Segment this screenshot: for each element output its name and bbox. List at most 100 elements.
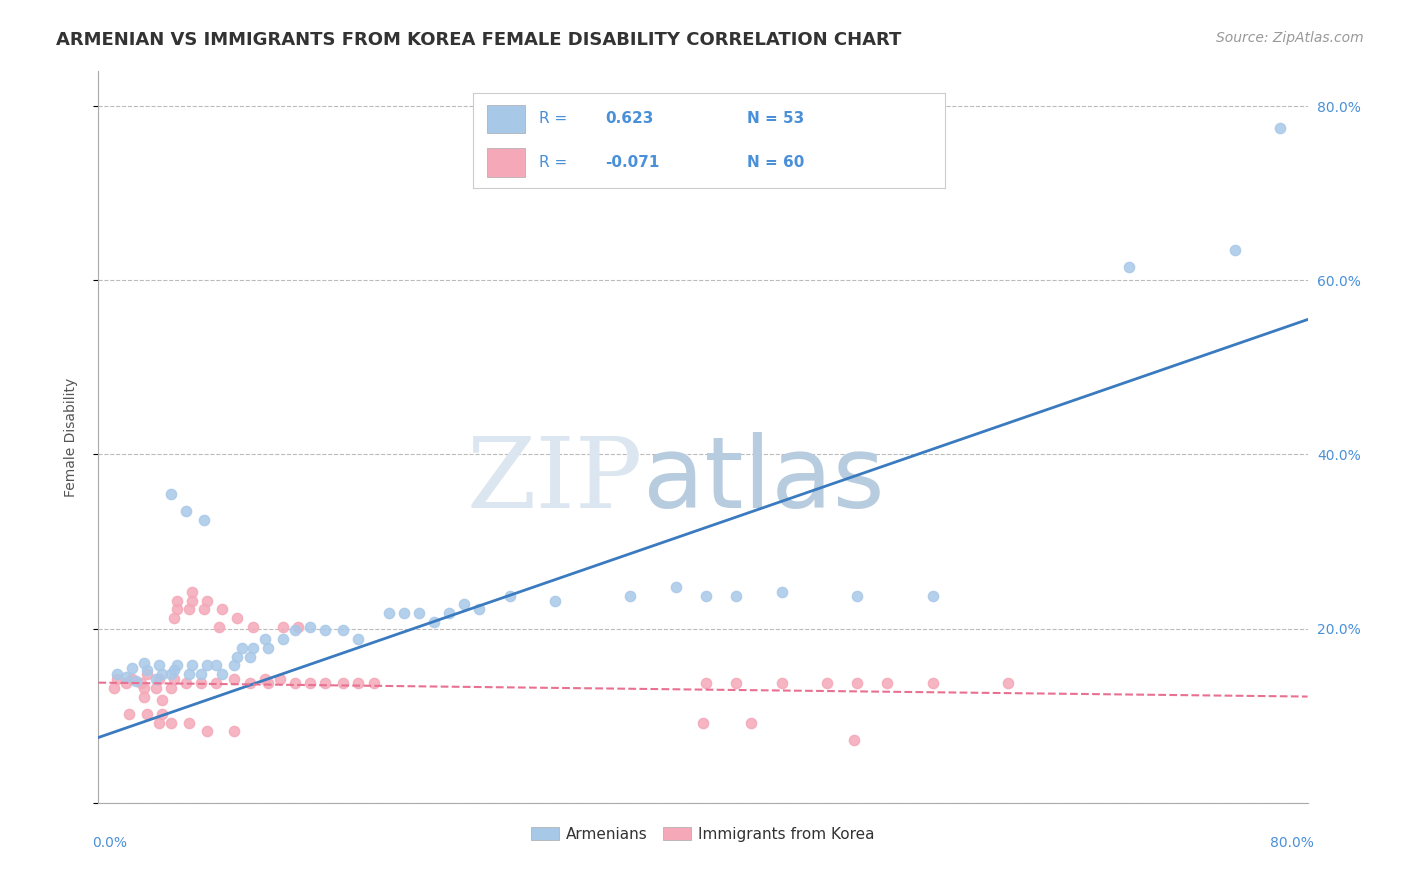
Point bbox=[287, 620, 309, 634]
Point bbox=[347, 675, 370, 690]
Point bbox=[174, 675, 197, 690]
Point bbox=[239, 675, 262, 690]
Point bbox=[105, 667, 128, 681]
Text: ZIP: ZIP bbox=[467, 434, 643, 529]
Point bbox=[193, 513, 215, 527]
Point bbox=[271, 620, 294, 634]
Point bbox=[132, 657, 155, 671]
Point bbox=[193, 602, 215, 616]
Point bbox=[118, 706, 141, 721]
Legend: Armenians, Immigrants from Korea: Armenians, Immigrants from Korea bbox=[524, 821, 882, 847]
Point bbox=[125, 673, 148, 688]
Point bbox=[163, 672, 186, 686]
Point bbox=[692, 715, 714, 730]
Point bbox=[211, 602, 233, 616]
Point bbox=[160, 681, 183, 695]
Point bbox=[284, 624, 307, 638]
Point bbox=[921, 589, 943, 603]
Point bbox=[103, 681, 125, 695]
Point bbox=[253, 672, 276, 686]
Point bbox=[253, 632, 276, 646]
Point bbox=[148, 715, 170, 730]
Point bbox=[498, 589, 520, 603]
Point bbox=[205, 658, 228, 673]
Point bbox=[160, 667, 183, 681]
Point bbox=[299, 620, 322, 634]
Point bbox=[256, 675, 278, 690]
Point bbox=[150, 667, 173, 681]
Point bbox=[437, 606, 460, 620]
Point bbox=[377, 606, 399, 620]
Point bbox=[1270, 120, 1292, 135]
Text: atlas: atlas bbox=[643, 433, 884, 530]
Point bbox=[231, 640, 253, 655]
Point bbox=[226, 649, 249, 664]
Point bbox=[148, 658, 170, 673]
Point bbox=[224, 724, 246, 739]
Point bbox=[114, 669, 136, 683]
Point bbox=[453, 597, 475, 611]
Point bbox=[619, 589, 641, 603]
Y-axis label: Female Disability: Female Disability bbox=[63, 377, 77, 497]
Point bbox=[299, 675, 322, 690]
Point bbox=[226, 611, 249, 625]
Point bbox=[815, 675, 838, 690]
Point bbox=[363, 675, 385, 690]
Point bbox=[844, 733, 866, 747]
Point bbox=[242, 620, 264, 634]
Point bbox=[179, 715, 201, 730]
Point bbox=[150, 693, 173, 707]
Point bbox=[190, 675, 212, 690]
Point bbox=[665, 580, 688, 594]
Point bbox=[876, 675, 898, 690]
Point bbox=[190, 667, 212, 681]
Point bbox=[271, 632, 294, 646]
Point bbox=[145, 672, 167, 686]
Point bbox=[284, 675, 307, 690]
Point bbox=[256, 640, 278, 655]
Point bbox=[166, 594, 188, 608]
Point bbox=[1223, 243, 1246, 257]
Point bbox=[135, 706, 157, 721]
Point bbox=[695, 589, 717, 603]
Point bbox=[148, 672, 170, 686]
Point bbox=[132, 690, 155, 704]
Point bbox=[160, 715, 183, 730]
Point bbox=[224, 658, 246, 673]
Point bbox=[211, 667, 233, 681]
Point bbox=[163, 611, 186, 625]
Text: Source: ZipAtlas.com: Source: ZipAtlas.com bbox=[1216, 31, 1364, 45]
Point bbox=[179, 667, 201, 681]
Point bbox=[392, 606, 415, 620]
Point bbox=[181, 658, 204, 673]
Point bbox=[132, 681, 155, 695]
Point bbox=[121, 661, 143, 675]
Point bbox=[195, 658, 218, 673]
Point bbox=[314, 675, 336, 690]
Point bbox=[179, 602, 201, 616]
Point bbox=[725, 675, 748, 690]
Point bbox=[150, 706, 173, 721]
Text: 0.0%: 0.0% bbox=[93, 836, 128, 850]
Text: ARMENIAN VS IMMIGRANTS FROM KOREA FEMALE DISABILITY CORRELATION CHART: ARMENIAN VS IMMIGRANTS FROM KOREA FEMALE… bbox=[56, 31, 901, 49]
Point bbox=[129, 675, 152, 690]
Point bbox=[181, 585, 204, 599]
Point bbox=[408, 606, 430, 620]
Point bbox=[921, 675, 943, 690]
Point bbox=[174, 504, 197, 518]
Point bbox=[740, 715, 762, 730]
Point bbox=[468, 602, 491, 616]
Point bbox=[135, 667, 157, 681]
Point bbox=[163, 664, 186, 678]
Point bbox=[166, 602, 188, 616]
Point bbox=[208, 620, 231, 634]
Point bbox=[105, 672, 128, 686]
Point bbox=[846, 675, 869, 690]
Point bbox=[695, 675, 717, 690]
Point bbox=[181, 594, 204, 608]
Point bbox=[770, 675, 793, 690]
Point bbox=[347, 632, 370, 646]
Point bbox=[205, 675, 228, 690]
Point bbox=[135, 664, 157, 678]
Point bbox=[1118, 260, 1140, 275]
